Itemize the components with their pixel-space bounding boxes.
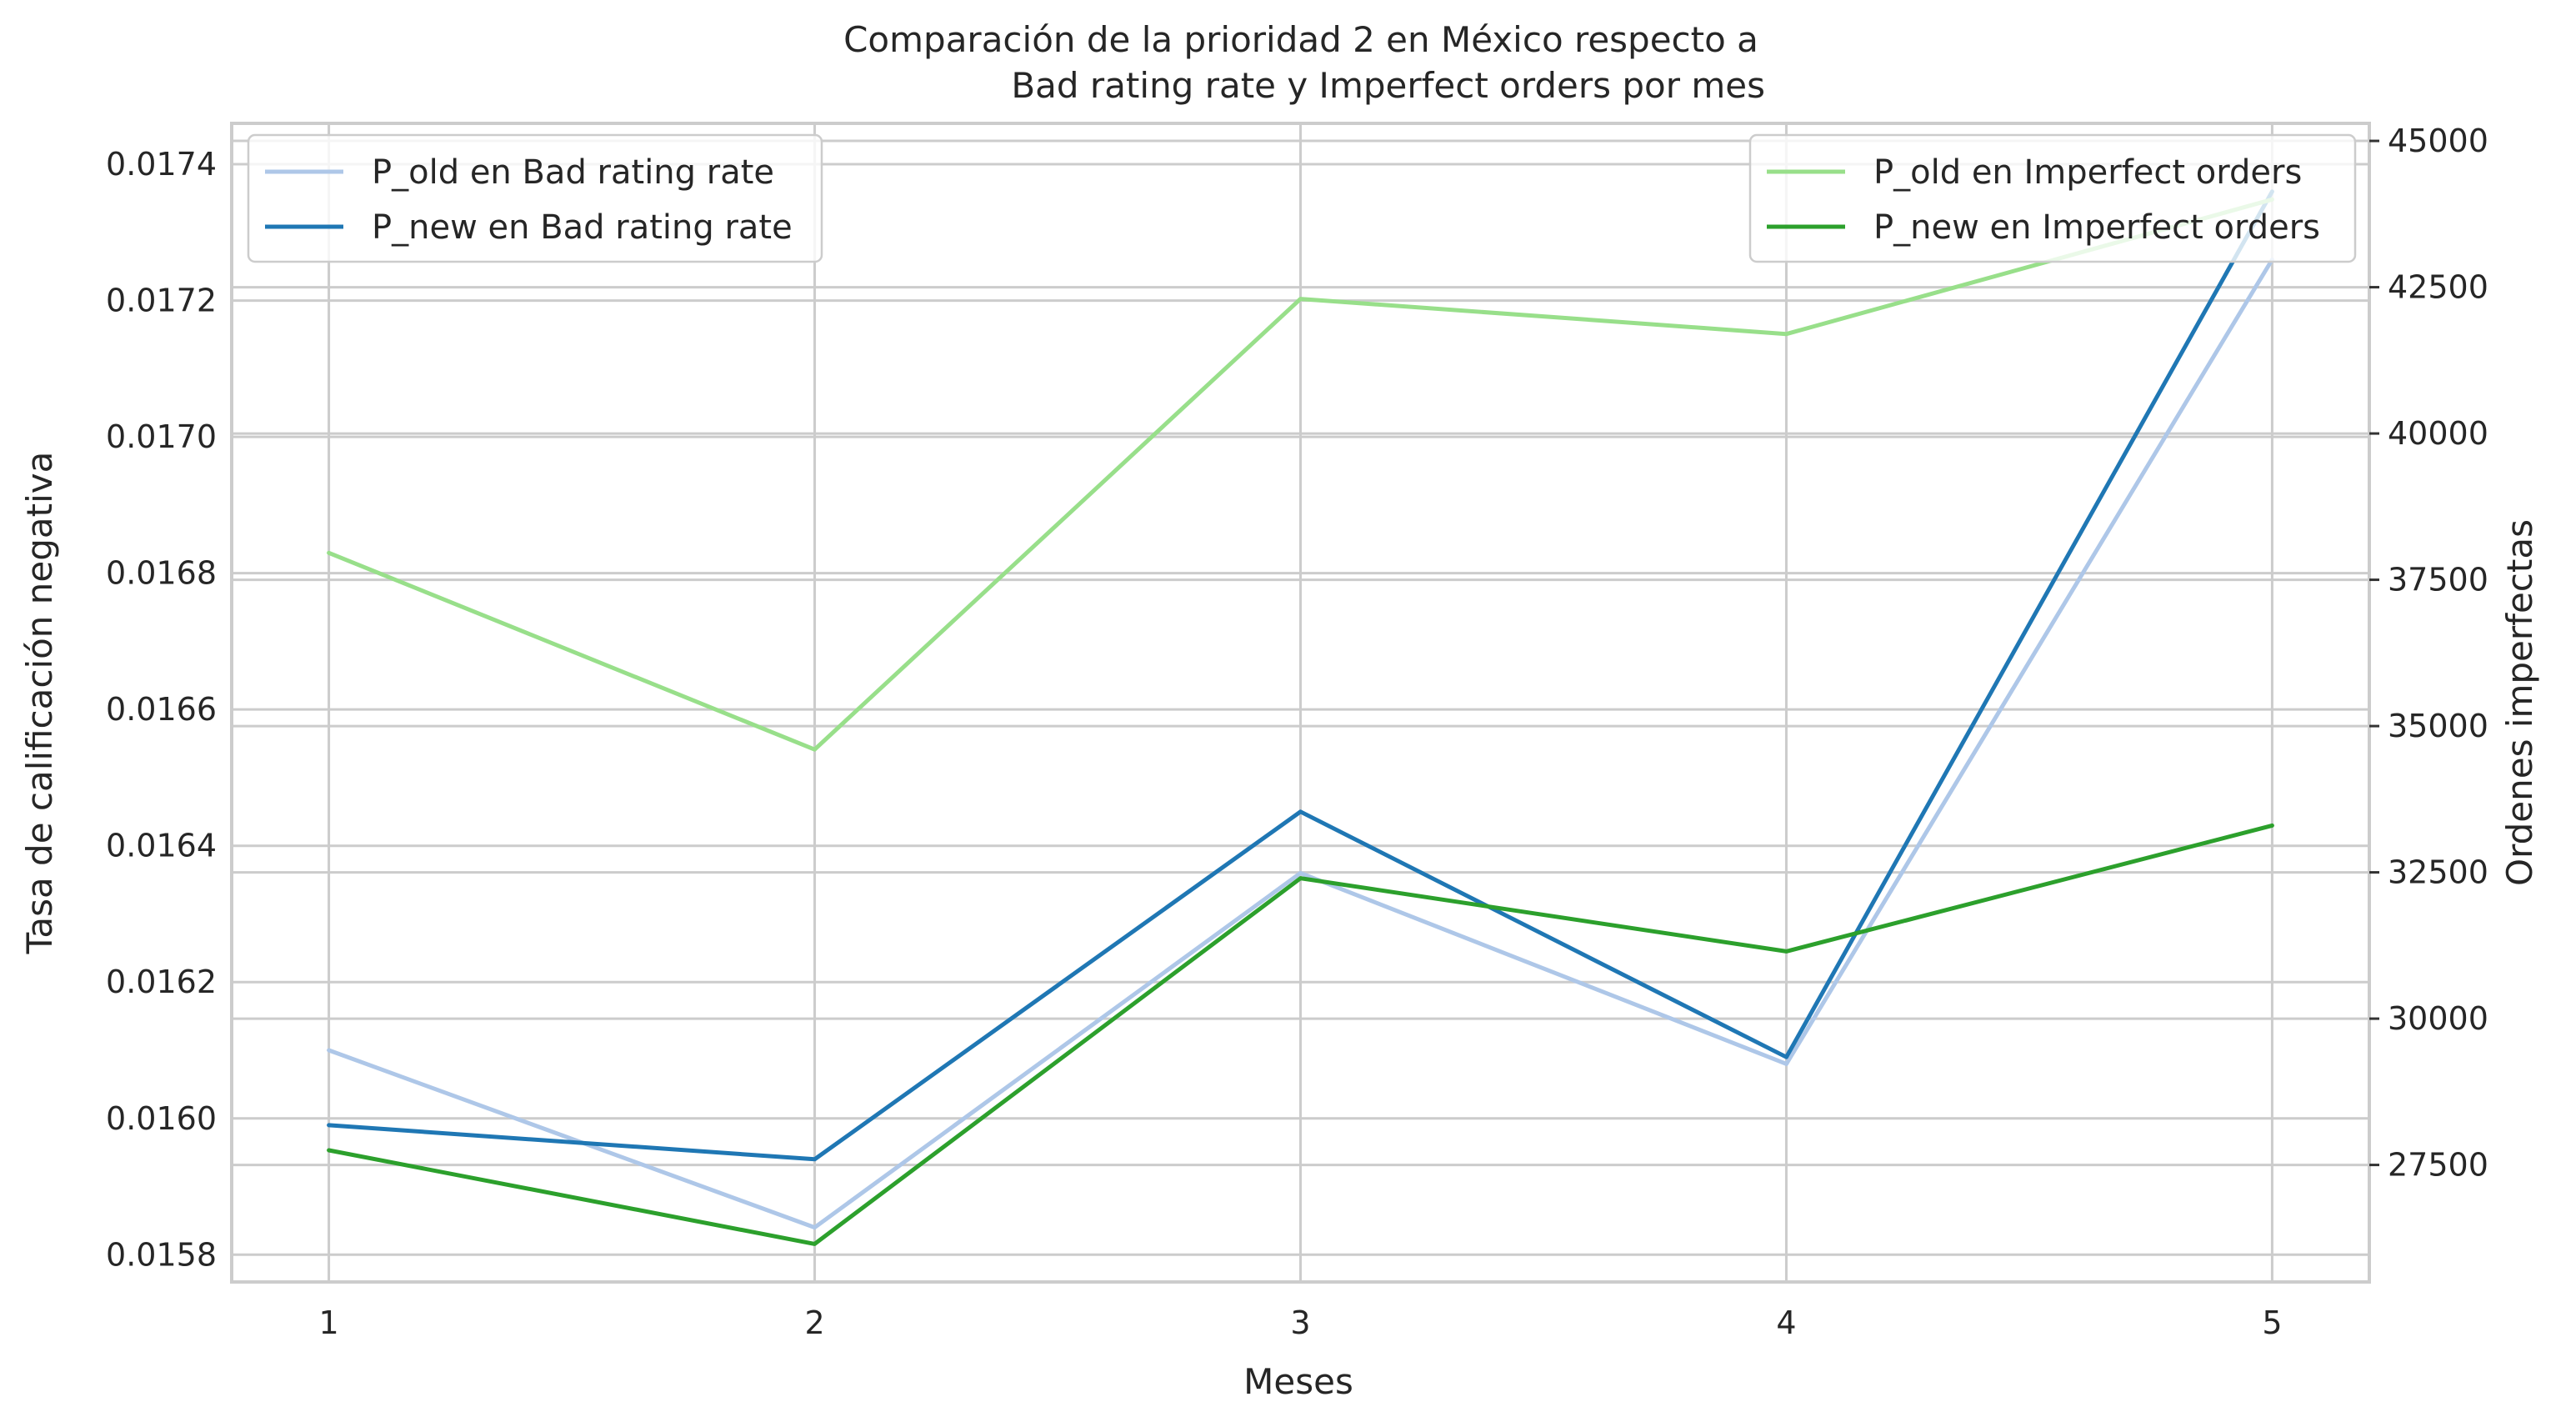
legend-label-p-new-imperfect: P_new en Imperfect orders — [1873, 208, 2320, 247]
x-tick-label: 3 — [1290, 1304, 1310, 1341]
plot-frame — [230, 122, 2371, 1284]
left-y-axis-label: Tasa de calificación negativa — [19, 452, 60, 955]
x-tick-label: 1 — [318, 1304, 338, 1341]
legend-left-box — [247, 133, 823, 263]
left-y-tick-label: 0.0174 — [106, 146, 217, 183]
left-y-tick-label: 0.0162 — [106, 964, 217, 1000]
x-tick-label: 4 — [1776, 1304, 1796, 1341]
legend-right-box — [1748, 133, 2357, 263]
right-y-tick-label: 32500 — [2388, 854, 2488, 891]
left-y-tick-label: 0.0166 — [106, 691, 217, 728]
series-lines — [327, 189, 2274, 1246]
chart-title-line-2: Bad rating rate y Imperfect orders por m… — [1011, 65, 1765, 106]
left-y-tick-label: 0.0164 — [106, 828, 217, 864]
left-y-tick-label: 0.0158 — [106, 1236, 217, 1273]
x-tick-label: 5 — [2262, 1304, 2282, 1341]
x-axis-label: Meses — [1243, 1361, 1353, 1402]
legend-label-p-new-bad-rating: P_new en Bad rating rate — [372, 208, 793, 247]
legend-right: P_old en Imperfect orders P_new en Imper… — [1748, 133, 2357, 263]
right-y-tick-label: 30000 — [2388, 1000, 2488, 1037]
grid-lines — [232, 123, 2369, 1282]
right-y-tick-label: 40000 — [2388, 415, 2488, 452]
left-y-tick-label: 0.0168 — [106, 555, 217, 592]
right-y-tick-label: 37500 — [2388, 562, 2488, 598]
legend-label-p-old-imperfect: P_old en Imperfect orders — [1873, 153, 2302, 192]
chart-title-line-1: Comparación de la prioridad 2 en México … — [843, 19, 1758, 60]
left-y-tick-label: 0.0160 — [106, 1100, 217, 1137]
right-y-tick-label: 42500 — [2388, 269, 2488, 306]
left-y-tick-label: 0.0172 — [106, 283, 217, 319]
right-y-axis-label: Ordenes imperfectas — [2499, 519, 2540, 886]
x-tick-label: 2 — [804, 1304, 824, 1341]
legend-left: P_old en Bad rating rate P_new en Bad ra… — [247, 133, 823, 263]
right-y-tick-label: 35000 — [2388, 708, 2488, 744]
tick-labels: 1 2 3 4 5 0.0158 0.0160 0.0162 0.0164 0.0166 0.016… — [106, 123, 2488, 1341]
legend-label-p-old-bad-rating: P_old en Bad rating rate — [372, 153, 774, 192]
left-y-tick-label: 0.0170 — [106, 418, 217, 455]
right-y-tick-label: 45000 — [2388, 123, 2488, 159]
right-y-tick-label: 27500 — [2388, 1147, 2488, 1184]
